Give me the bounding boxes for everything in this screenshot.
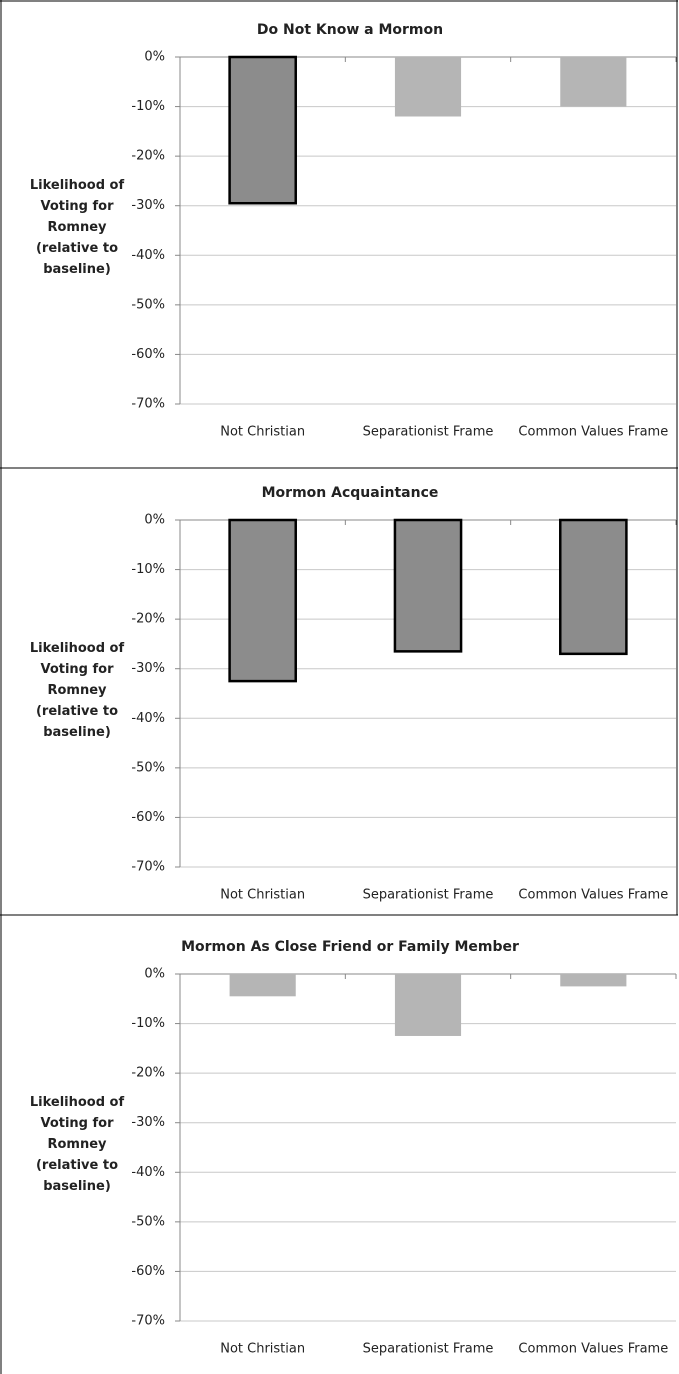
y-tick-label: -30% (131, 198, 165, 213)
y-axis-label-line: (relative to (36, 704, 118, 719)
y-axis-label-line: Voting for (40, 199, 114, 214)
x-tick-label: Not Christian (220, 1342, 305, 1357)
chart-title: Mormon As Close Friend or Family Member (181, 939, 519, 955)
y-tick-label: -20% (131, 1066, 165, 1081)
y-axis-label-line: Romney (47, 683, 107, 698)
y-axis-label-line: Likelihood of (30, 1095, 125, 1110)
y-tick-label: 0% (144, 967, 165, 982)
x-tick-label: Not Christian (220, 425, 305, 440)
bar (228, 55, 297, 205)
y-tick-label: -60% (131, 1264, 165, 1279)
y-tick-label: -60% (131, 347, 165, 362)
y-tick-label: -10% (131, 562, 165, 577)
y-axis-label: Likelihood of Voting for Romney (relative t… (30, 1095, 125, 1194)
y-tick-label: -50% (131, 297, 165, 312)
y-tick-label: -40% (131, 711, 165, 726)
x-tick-label: Common Values Frame (518, 1342, 668, 1357)
x-tick-label: Not Christian (220, 888, 305, 903)
y-tick-label: -50% (131, 760, 165, 775)
y-axis-label-line: Romney (47, 220, 107, 235)
y-tick-label: -70% (131, 1314, 165, 1329)
bar (560, 57, 627, 107)
y-axis-label-line: Romney (47, 1137, 107, 1152)
y-tick-label: -30% (131, 661, 165, 676)
y-tick-label: 0% (144, 513, 165, 528)
y-axis-label: Likelihood of Voting for Romney (relative t… (30, 178, 125, 277)
bar (559, 518, 628, 656)
y-tick-label: -70% (131, 397, 165, 412)
y-tick-label: -60% (131, 810, 165, 825)
bar (229, 974, 296, 997)
bar (228, 518, 297, 683)
y-axis-label-line: baseline) (43, 1179, 111, 1194)
y-tick-label: 0% (144, 50, 165, 65)
x-tick-label: Common Values Frame (518, 888, 668, 903)
y-axis-label-line: Voting for (40, 1116, 114, 1131)
x-tick-label: Common Values Frame (518, 425, 668, 440)
bar (394, 974, 462, 1036)
y-axis-label-line: Voting for (40, 662, 114, 677)
y-tick-label: -20% (131, 612, 165, 627)
y-axis-label-line: (relative to (36, 241, 118, 256)
y-tick-label: -30% (131, 1115, 165, 1130)
y-tick-label: -70% (131, 860, 165, 875)
y-tick-label: -20% (131, 149, 165, 164)
x-tick-label: Separationist Frame (363, 1342, 494, 1357)
y-axis-label: Likelihood of Voting for Romney (relative t… (30, 641, 125, 740)
y-axis-label-line: (relative to (36, 1158, 118, 1173)
y-tick-label: -10% (131, 99, 165, 114)
x-tick-label: Separationist Frame (363, 888, 494, 903)
y-tick-label: -10% (131, 1016, 165, 1031)
y-axis-label-line: baseline) (43, 262, 111, 277)
x-tick-label: Separationist Frame (363, 425, 494, 440)
chart-title: Mormon Acquaintance (262, 485, 439, 501)
y-axis-label-line: Likelihood of (30, 178, 125, 193)
y-tick-label: -50% (131, 1214, 165, 1229)
y-axis-label-line: Likelihood of (30, 641, 125, 656)
y-axis-label-line: baseline) (43, 725, 111, 740)
bar (394, 57, 462, 117)
bar (560, 974, 627, 987)
y-tick-label: -40% (131, 1165, 165, 1180)
y-tick-label: -40% (131, 248, 165, 263)
chart-title: Do Not Know a Mormon (257, 22, 443, 38)
bar (393, 518, 463, 653)
